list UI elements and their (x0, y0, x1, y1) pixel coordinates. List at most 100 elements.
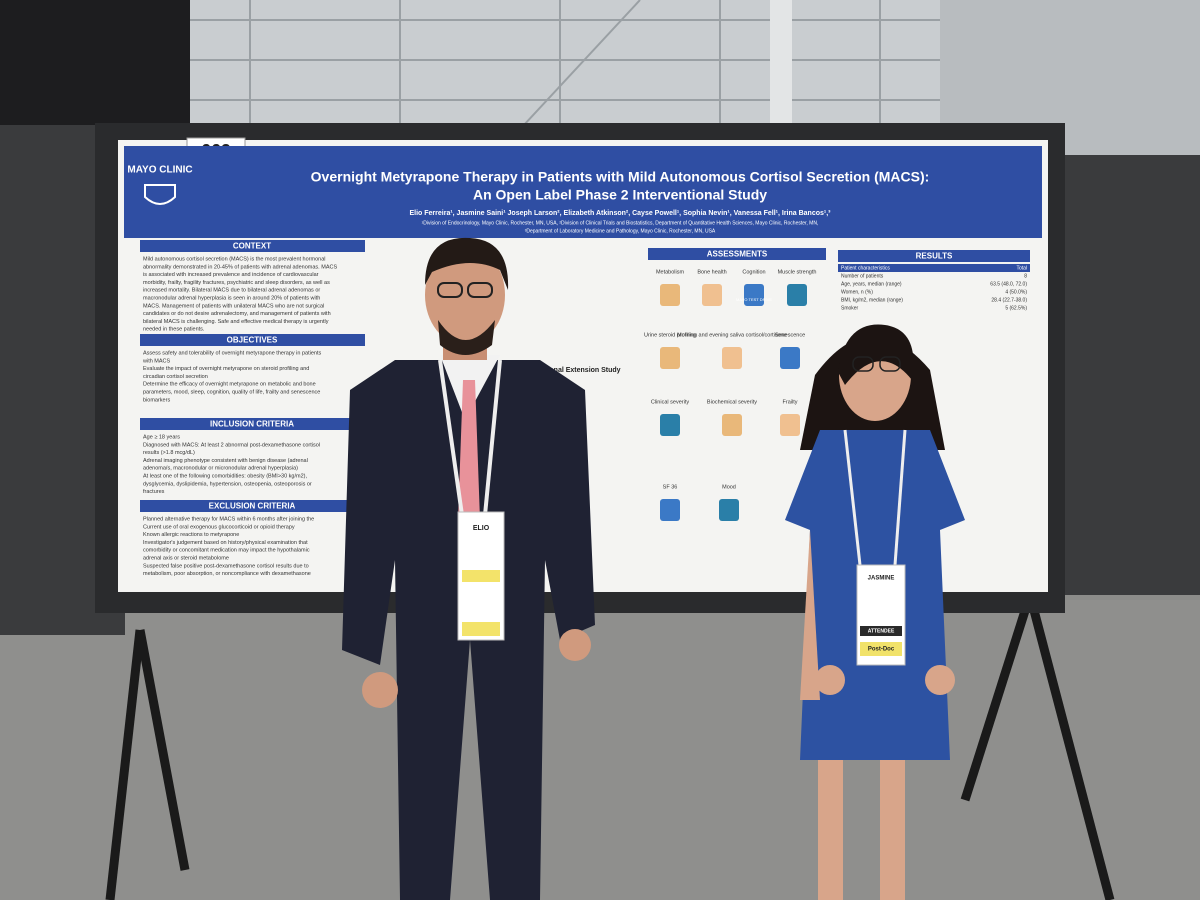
assessment-label: Senescence (775, 332, 805, 338)
badge-strip (860, 642, 902, 656)
results-cell: Smoker (841, 305, 859, 311)
authors: Elio Ferreira¹, Jasmine Saini¹ Joseph La… (409, 210, 831, 217)
table-header (838, 264, 1030, 272)
section-line: Diagnosed with MACS: At least 2 abnormal… (143, 442, 320, 448)
section-line: adrenal axis or steroid metabolome (143, 555, 229, 561)
assessment-label: Bone health (697, 269, 726, 275)
section-heading-bar (838, 250, 1030, 262)
extension-label: Optional Extension Study (535, 367, 620, 374)
section-line: results (>1.8 mcg/dL) (143, 450, 195, 456)
side-board (1060, 155, 1200, 595)
badge-strip (860, 626, 902, 636)
section-heading: EXCLUSION CRITERIA (209, 502, 296, 511)
section-heading: INCLUSION CRITERIA (210, 420, 294, 429)
results-cell: Age, years, median (range) (841, 281, 902, 287)
affiliation: ¹Division of Endocrinology, Mayo Clinic,… (422, 220, 819, 226)
logo-shield (144, 184, 176, 205)
affiliation: ³Department of Laboratory Medicine and P… (525, 228, 716, 234)
section-line: Adrenal imaging phenotype consistent wit… (143, 458, 308, 464)
badge-tag: Post-Doc (868, 647, 895, 653)
section-line: Evaluate the impact of overnight metyrap… (143, 366, 309, 372)
section-line: Assess safety and tolerability of overni… (143, 350, 321, 356)
assessment-icon (722, 347, 742, 369)
section-line: At least one of the following comorbidit… (143, 473, 307, 479)
section-line: Planned alternative therapy for MACS wit… (143, 516, 314, 522)
section-line: Current use of oral exogenous glucocorti… (143, 524, 295, 530)
assessment-icon (719, 499, 739, 521)
curtain (0, 0, 190, 130)
assessment-label: Urine steroid profiling (644, 332, 696, 338)
results-cell: BMI, kg/m2, median (range) (841, 297, 903, 303)
section-line: morbidity, frailty, fragility fractures,… (143, 280, 330, 286)
assessment-icon (780, 347, 800, 369)
section-line: MACS. Management of patients with unilat… (143, 303, 324, 309)
section-line: Suspected false positive post-dexamethas… (143, 563, 309, 569)
assessment-icon (660, 347, 680, 369)
assessment-label: Clinical severity (651, 399, 689, 405)
results-cell: 5 (62.5%) (1005, 305, 1027, 311)
section-line: circadian cortisol secretion (143, 374, 208, 380)
section-line: biomarkers (143, 397, 170, 403)
easel (105, 593, 1115, 900)
poster-header (124, 146, 1042, 238)
assessment-label: Biochemical severity (707, 399, 757, 405)
section-line: with MACS (142, 358, 171, 364)
section-line: metabolism, poor absorption, or noncompl… (143, 571, 311, 577)
section-line: is associated with increased prevalence … (143, 272, 319, 278)
assessment-label: Frailty (783, 399, 798, 405)
section-heading-bar (140, 240, 365, 252)
section-line: Known allergic reactions to metyrapone (143, 532, 239, 538)
assessment-label: Cognition (742, 269, 765, 275)
results-cell: Total (1016, 265, 1027, 271)
poster-title: Overnight Metyrapone Therapy in Patients… (311, 169, 930, 185)
section-line: Mild autonomous cortisol secretion (MACS… (143, 256, 326, 262)
assessment-label: SF 36 (663, 484, 678, 490)
section-heading: RESULTS (916, 252, 953, 261)
floor (0, 600, 1200, 900)
section-heading: OBJECTIVES (227, 336, 278, 345)
section-heading-bar (140, 500, 365, 512)
assessment-icon (722, 414, 742, 436)
badge-name: ELIO (473, 525, 490, 532)
section-heading-bar (648, 248, 826, 260)
logo: MAYO CLINIC (127, 165, 192, 176)
results-cell: 4 (50.0%) (1005, 289, 1027, 295)
results-cell: 63.5 (48.0, 72.0) (990, 281, 1027, 287)
section-line: Determine the efficacy of overnight mety… (143, 382, 316, 388)
section-heading: ASSESSMENTS (707, 250, 768, 259)
section-line: adenoma/s, macronodular or micronodular … (143, 466, 298, 472)
assessment-icon (660, 414, 680, 436)
section-line: bilateral MACS is challenging. Safe and … (143, 319, 329, 325)
badge-strip (462, 622, 500, 636)
results-cell: 8 (1024, 273, 1027, 279)
badge-strip (462, 570, 500, 582)
section-heading-bar (140, 418, 365, 430)
assessment-label: Morning and evening saliva cortisol/cort… (677, 332, 787, 338)
section-heading: CONTEXT (233, 242, 271, 251)
assessment-label: Metabolism (656, 269, 685, 275)
section-line: abnormality demonstrated in 20-45% of pa… (143, 264, 337, 270)
section-line: dysglycemia, dyslipidemia, hypertension,… (143, 481, 312, 487)
assessment-label: Muscle strength (778, 269, 817, 275)
assessment-icon (780, 414, 800, 436)
test-drive: MAYO TEST DRIVE (736, 297, 772, 302)
section-line: parameters, mood, sleep, cognition, qual… (143, 389, 320, 395)
section-line: Age ≥ 18 years (143, 434, 180, 440)
section-line: comorbidity or concomitant medication ma… (143, 548, 310, 554)
results-cell: 28.4 (22.7-38.0) (991, 297, 1027, 303)
assessment-label: Mood (722, 484, 736, 490)
assessment-icon (702, 284, 722, 306)
assessment-icon (744, 284, 764, 306)
section-line: Investigator's judgement based on histor… (143, 540, 308, 546)
assessment-icon (660, 499, 680, 521)
section-line: increased mortality. Bilateral MACS due … (143, 288, 320, 294)
results-cell: Women, n (%) (841, 289, 873, 295)
pillar (770, 0, 792, 150)
section-line: candidates or do not desire adrenalectom… (143, 311, 331, 317)
badge-name: JASMINE (868, 576, 895, 582)
results-cell: Patient characteristics (841, 265, 890, 271)
assessment-icon (787, 284, 807, 306)
poster-content: CONTEXT Mild autonomous cortisol secretio… (140, 240, 1030, 577)
badge-role: ATTENDEE (868, 628, 895, 634)
